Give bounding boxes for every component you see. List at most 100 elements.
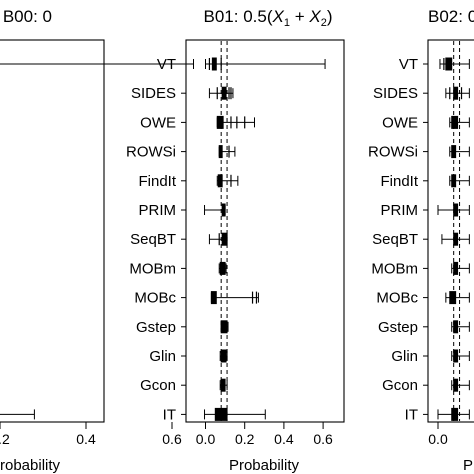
panel-b01-category-labels: VT SIDES OWE ROWSi FindIt PRIM SeqBT MOBm MOBc Gs… — [126, 56, 186, 423]
panel-b02-x-axis: 0.0 — [428, 422, 448, 447]
box-gcon — [451, 378, 470, 392]
box-iqr — [453, 320, 459, 334]
box-iqr — [453, 349, 459, 363]
box-sides — [445, 86, 470, 100]
panel-b02-frame — [427, 39, 474, 423]
box-iqr — [453, 378, 459, 392]
box-iqr — [451, 115, 459, 129]
panel-b01-x-axis: 0.0 0.2 0.4 0.6 — [196, 422, 333, 447]
panel-b00-x-axis: 0.2 0.4 0.6 — [0, 422, 182, 447]
box-iqr — [220, 378, 226, 392]
box-iqr — [451, 407, 459, 421]
panel-b01-title: B01: 0.5(X1 + X2) — [204, 7, 333, 29]
box-iqr — [221, 232, 228, 246]
category-label-gstep: Gstep — [378, 319, 418, 336]
x-tick-label: 0.2 — [235, 431, 255, 447]
category-label-owe: OWE — [382, 114, 418, 131]
category-label-gstep: Gstep — [136, 319, 176, 336]
box-rowsi — [218, 145, 236, 159]
box-seqbt — [441, 232, 470, 246]
box-owe — [216, 115, 255, 129]
category-label-it: IT — [163, 406, 176, 423]
panel-b01-boxes — [204, 57, 326, 421]
category-label-owe: OWE — [140, 114, 176, 131]
panel-b02-boxes — [437, 57, 470, 421]
box-iqr — [221, 203, 226, 217]
box-iqr — [453, 203, 459, 217]
panel-b00: B00: 0 0.2 0.4 0.6 robability — [0, 7, 194, 474]
category-label-findit: FindIt — [138, 173, 176, 190]
x-tick-label: 0.2 — [0, 431, 10, 447]
x-tick-label: 0.6 — [313, 431, 333, 447]
category-label-mobm: MOBm — [371, 260, 418, 277]
box-mobc — [445, 291, 470, 305]
box-iqr — [453, 86, 459, 100]
box-iqr — [220, 349, 227, 363]
box-rowsi — [449, 145, 470, 159]
panel-b00-frame — [0, 39, 105, 423]
box-seqbt — [208, 232, 228, 246]
category-label-sides: SIDES — [131, 85, 176, 102]
box-iqr — [220, 320, 228, 334]
box-iqr — [216, 115, 224, 129]
box-it — [204, 407, 266, 421]
category-label-rowsi: ROWSi — [126, 144, 176, 161]
box-vt — [205, 57, 326, 71]
box-findit — [216, 174, 239, 188]
category-label-gcon: Gcon — [140, 377, 176, 394]
box-it — [437, 407, 470, 421]
panel-b00-xlabel: robability — [0, 457, 61, 474]
box-prim — [204, 203, 226, 217]
category-label-glin: Glin — [149, 348, 176, 365]
category-label-gcon: Gcon — [382, 377, 418, 394]
box-iqr — [445, 57, 453, 71]
category-label-mobc: MOBc — [376, 290, 418, 307]
x-tick-label: 0.0 — [428, 431, 448, 447]
box-iqr — [453, 261, 459, 275]
box-glin — [451, 349, 470, 363]
category-label-seqbt: SeqBT — [372, 231, 418, 248]
box-vt — [439, 57, 470, 71]
panel-b02: B02: 0 VT SIDES OWE ROWSi FindIt PRIM SeqBT MOB… — [368, 7, 474, 474]
x-tick-label: 0.0 — [196, 431, 216, 447]
category-label-vt: VT — [399, 56, 418, 73]
x-tick-label: 0.4 — [274, 431, 294, 447]
panel-b01-xlabel: Probability — [229, 457, 300, 474]
box-glin — [219, 349, 228, 363]
box-iqr — [449, 291, 457, 305]
panel-b01: B01: 0.5(X1 + X2) VT SIDES OWE ROWSi FindIt P… — [126, 7, 345, 474]
box-mobm — [451, 261, 470, 275]
box-prim — [437, 203, 470, 217]
box-findit — [449, 174, 470, 188]
category-label-it: IT — [405, 406, 418, 423]
panel-b01-frame — [185, 39, 345, 423]
box-sides — [208, 86, 234, 100]
box-iqr — [451, 145, 457, 159]
category-label-prim: PRIM — [381, 202, 419, 219]
box-iqr — [214, 407, 228, 421]
box-iqr — [219, 261, 226, 275]
panel-b02-category-labels: VT SIDES OWE ROWSi FindIt PRIM SeqBT MOBm MOBc Gs… — [368, 56, 428, 423]
box-iqr — [221, 86, 227, 100]
category-label-rowsi: ROWSi — [368, 144, 418, 161]
category-label-sides: SIDES — [373, 85, 418, 102]
panel-b02-xlabel: P — [463, 457, 473, 474]
panel-b00-title: B00: 0 — [3, 7, 52, 26]
box-owe — [449, 115, 470, 129]
box-iqr — [451, 174, 457, 188]
box-iqr — [218, 145, 223, 159]
category-label-prim: PRIM — [139, 202, 177, 219]
x-tick-label: 0.6 — [162, 431, 182, 447]
category-label-findit: FindIt — [380, 173, 418, 190]
category-label-seqbt: SeqBT — [130, 231, 176, 248]
box-iqr — [210, 291, 217, 305]
box-iqr — [217, 174, 223, 188]
category-label-vt: VT — [157, 56, 176, 73]
x-tick-label: 0.4 — [76, 431, 96, 447]
box-gstep — [220, 320, 229, 334]
category-label-mobm: MOBm — [129, 260, 176, 277]
panel-b02-title: B02: 0 — [428, 7, 474, 26]
box-iqr — [453, 232, 459, 246]
box-gstep — [451, 320, 470, 334]
box-iqr — [211, 57, 217, 71]
